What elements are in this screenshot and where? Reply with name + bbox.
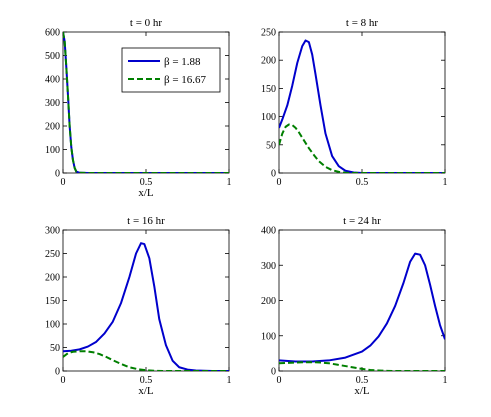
y-tick-label: 200 bbox=[45, 273, 60, 284]
y-tick-label: 250 bbox=[261, 28, 276, 39]
x-tick-label: 0 bbox=[277, 177, 282, 188]
x-axis-label: x/L bbox=[138, 385, 154, 397]
y-tick-label: 0 bbox=[55, 169, 60, 180]
series-line-beta-16-67 bbox=[279, 361, 445, 371]
y-tick-label: 600 bbox=[45, 28, 60, 39]
series-line-beta-16-67 bbox=[63, 350, 229, 371]
x-tick-label: 0.5 bbox=[140, 375, 153, 386]
chart-panel-1: 0 100 200 300 400 500 600 0 0.5 1 t = 0 hr x/L β = 1… bbox=[45, 17, 232, 199]
y-tick-label: 0 bbox=[271, 169, 276, 180]
chart-title: t = 16 hr bbox=[127, 215, 165, 227]
y-tick-label: 100 bbox=[45, 145, 60, 156]
x-tick-label: 0 bbox=[277, 375, 282, 386]
series-line-beta-1-88 bbox=[63, 242, 229, 371]
legend-box bbox=[121, 47, 221, 93]
y-tick-label: 250 bbox=[45, 249, 60, 260]
chart-panel-2: 0 50 100 150 200 250 0 0.5 1 t = 8 hr bbox=[261, 17, 448, 188]
x-axis-label: x/L bbox=[354, 385, 370, 397]
plot-area bbox=[62, 229, 230, 372]
y-tick-label: 50 bbox=[266, 140, 276, 151]
legend: β = 1.88 β = 16.67 bbox=[121, 47, 221, 93]
y-tick-label: 200 bbox=[261, 56, 276, 67]
y-tick-label: 300 bbox=[45, 226, 60, 237]
x-tick-label: 0.5 bbox=[140, 177, 153, 188]
series-line-beta-16-67 bbox=[279, 123, 445, 173]
y-tick-label: 150 bbox=[261, 84, 276, 95]
y-tick-label: 100 bbox=[261, 331, 276, 342]
chart-panel-4: 0 100 200 300 400 0 0.5 1 t = 24 hr x/L bbox=[261, 215, 448, 397]
series-line-beta-16-67 bbox=[63, 32, 229, 173]
y-tick-label: 0 bbox=[55, 367, 60, 378]
plot-area bbox=[278, 31, 446, 174]
x-tick-label: 1 bbox=[443, 177, 448, 188]
y-tick-label: 400 bbox=[261, 226, 276, 237]
y-tick-label: 50 bbox=[50, 343, 60, 354]
chart-title: t = 0 hr bbox=[130, 17, 163, 29]
y-tick-label: 100 bbox=[261, 112, 276, 123]
plot-area bbox=[278, 229, 446, 372]
y-tick-label: 200 bbox=[261, 296, 276, 307]
x-tick-label: 0.5 bbox=[356, 375, 369, 386]
x-tick-label: 0 bbox=[61, 375, 66, 386]
y-tick-label: 300 bbox=[261, 261, 276, 272]
y-tick-label: 500 bbox=[45, 51, 60, 62]
x-axis-label: x/L bbox=[138, 187, 154, 199]
x-tick-label: 1 bbox=[443, 375, 448, 386]
x-tick-label: 1 bbox=[227, 375, 232, 386]
chart-title: t = 8 hr bbox=[346, 17, 379, 29]
legend-label: β = 1.88 bbox=[164, 56, 201, 68]
y-tick-label: 150 bbox=[45, 296, 60, 307]
chart-title: t = 24 hr bbox=[343, 215, 381, 227]
x-tick-label: 0 bbox=[61, 177, 66, 188]
y-tick-label: 300 bbox=[45, 98, 60, 109]
y-tick-label: 400 bbox=[45, 75, 60, 86]
y-tick-label: 0 bbox=[271, 367, 276, 378]
series-line-beta-1-88 bbox=[279, 252, 445, 363]
chart-panel-3: 0 50 100 150 200 250 300 0 0.5 1 t = 16 hr x/L bbox=[45, 215, 232, 397]
legend-label: β = 16.67 bbox=[164, 74, 207, 86]
y-tick-label: 100 bbox=[45, 320, 60, 331]
y-tick-label: 200 bbox=[45, 122, 60, 133]
x-tick-label: 1 bbox=[227, 177, 232, 188]
x-tick-label: 0.5 bbox=[356, 177, 369, 188]
